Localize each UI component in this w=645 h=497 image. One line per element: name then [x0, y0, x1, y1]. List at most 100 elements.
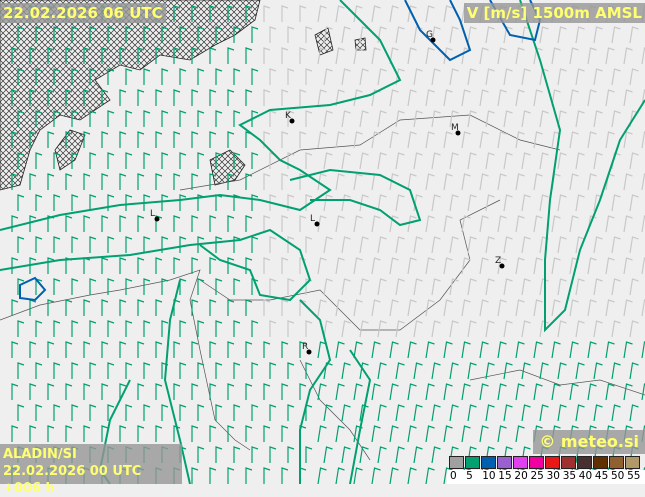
wind-barb	[353, 47, 363, 65]
wind-barb	[467, 110, 477, 128]
wind-barb	[407, 89, 417, 107]
wind-barb	[605, 299, 615, 317]
legend-tick: 15	[498, 470, 512, 482]
wind-barb	[461, 299, 471, 317]
wind-barb	[389, 89, 399, 107]
wind-barb	[305, 362, 313, 379]
wind-barb	[431, 152, 441, 170]
wind-barb	[623, 215, 633, 233]
wind-barb	[575, 362, 585, 380]
wind-barb	[587, 173, 597, 191]
wind-barb	[11, 425, 19, 442]
wind-barb	[107, 68, 115, 85]
wind-barb	[197, 236, 205, 253]
wind-barb	[533, 299, 543, 317]
wind-barb	[359, 362, 369, 380]
wind-barb	[551, 47, 561, 65]
wind-barb	[449, 404, 459, 422]
wind-barb	[479, 257, 489, 275]
wind-barb	[605, 341, 615, 359]
wind-barb	[107, 152, 115, 169]
wind-barb	[47, 173, 55, 190]
wind-barb	[47, 131, 55, 148]
wind-barb	[47, 89, 55, 106]
wind-barb	[497, 89, 507, 107]
wind-barb	[443, 89, 453, 107]
wind-barb	[125, 110, 133, 127]
wind-barb	[83, 341, 91, 358]
wind-barb	[17, 68, 25, 85]
wind-barb	[287, 194, 295, 211]
wind-barb	[209, 215, 217, 232]
wind-barb	[245, 383, 253, 400]
wind-barb	[155, 299, 163, 316]
wind-barb	[227, 131, 235, 148]
wind-barb	[11, 299, 19, 316]
legend-tick: 5	[466, 470, 473, 482]
wind-barb	[395, 194, 405, 212]
wind-barb	[335, 215, 345, 233]
wind-barb	[197, 320, 205, 337]
wind-barb	[281, 5, 289, 22]
wind-barb	[251, 362, 259, 379]
wind-barb	[215, 26, 223, 43]
wind-barb	[209, 425, 217, 442]
wind-barb	[173, 173, 181, 190]
wind-barb	[287, 110, 295, 127]
wind-barb	[65, 425, 73, 442]
wind-barb	[89, 320, 97, 337]
wind-barb	[83, 299, 91, 316]
wind-barb	[263, 257, 271, 274]
wind-barb	[539, 26, 549, 44]
wind-barb	[107, 26, 115, 43]
wind-barb	[515, 215, 525, 233]
wind-barb	[503, 110, 513, 128]
wind-barb	[179, 26, 187, 43]
wind-barb	[47, 257, 55, 274]
wind-barb	[371, 341, 381, 359]
wind-barb	[575, 404, 585, 422]
wind-barb	[359, 110, 369, 128]
wind-barb	[107, 362, 115, 379]
wind-barb	[263, 47, 271, 64]
wind-barb	[155, 131, 163, 148]
wind-barb	[389, 215, 399, 233]
wind-barb	[209, 467, 217, 484]
wind-barb	[353, 341, 363, 359]
wind-barb	[389, 467, 399, 484]
color-legend	[449, 456, 641, 469]
wind-barb	[569, 341, 579, 359]
wind-barb	[479, 341, 489, 359]
wind-barb	[287, 404, 295, 421]
wind-barb	[125, 320, 133, 337]
wind-barb	[227, 89, 235, 106]
wind-barb	[413, 362, 423, 380]
wind-barb	[47, 299, 55, 316]
wind-barb	[623, 383, 633, 401]
wind-barb	[413, 236, 423, 254]
legend-swatch	[465, 456, 480, 469]
wind-barb	[557, 278, 567, 296]
wind-barb	[359, 446, 369, 464]
legend-swatch	[561, 456, 576, 469]
wind-barb	[341, 68, 351, 86]
wind-barb	[197, 68, 205, 85]
wind-barb	[377, 110, 387, 128]
wind-barb	[371, 47, 381, 65]
wind-barb	[587, 257, 597, 275]
wind-barb	[155, 215, 163, 232]
wind-barb	[353, 89, 363, 107]
wind-barb	[17, 362, 25, 379]
wind-barb	[485, 236, 495, 254]
wind-barb	[341, 194, 351, 212]
wind-barb	[227, 47, 235, 64]
wind-barb	[341, 278, 351, 296]
legend-swatch	[529, 456, 544, 469]
wind-barb	[569, 173, 579, 191]
wind-barb	[11, 383, 19, 400]
wind-barb	[503, 194, 513, 212]
wind-barb	[215, 320, 223, 337]
wind-barb	[485, 194, 495, 212]
wind-barb	[353, 467, 363, 484]
wind-barb	[287, 278, 295, 295]
